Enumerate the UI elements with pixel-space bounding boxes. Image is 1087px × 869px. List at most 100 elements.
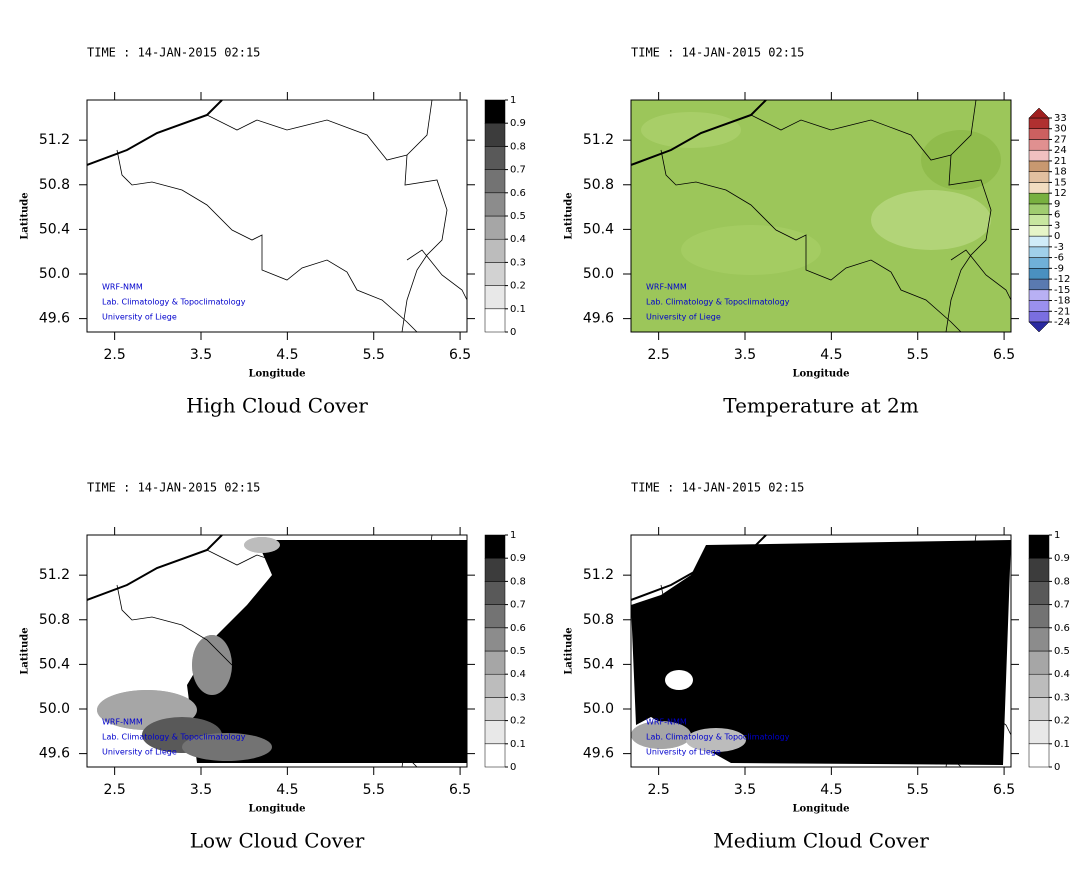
colorbar-label: 1 — [1054, 530, 1060, 541]
colorbar-box — [1028, 128, 1050, 140]
x-tick-label: 3.5 — [190, 347, 212, 363]
colorbar-label: 0 — [510, 327, 516, 338]
colorbar-box — [1028, 604, 1050, 629]
colorbar-label: 0 — [1054, 231, 1060, 242]
y-axis-label: Latitude — [564, 192, 575, 239]
field-patch — [665, 670, 693, 690]
x-tick-label: 6.5 — [993, 347, 1015, 363]
colorbar-box — [484, 743, 506, 768]
x-tick-label: 4.5 — [276, 347, 298, 363]
plot-frame — [86, 534, 468, 768]
colorbar-label: -3 — [1054, 242, 1064, 253]
x-tick-label: 2.5 — [648, 782, 670, 798]
y-axis-label: Latitude — [564, 627, 575, 674]
colorbar-box — [1028, 268, 1050, 280]
colorbar-label: 0.6 — [1054, 623, 1070, 634]
plot-frame — [86, 99, 468, 333]
colorbar-box — [1028, 182, 1050, 194]
x-tick-label: 3.5 — [734, 782, 756, 798]
colorbar-label: 9 — [1054, 199, 1060, 210]
credit: Lab. Climatology & Topoclimatology — [102, 733, 246, 742]
map-field — [87, 100, 467, 332]
colorbar-label: 1 — [510, 95, 516, 106]
colorbar-box — [1028, 257, 1050, 269]
x-tick-label: 5.5 — [363, 782, 385, 798]
border — [206, 535, 433, 596]
colorbar-label: 3 — [1054, 220, 1060, 231]
colorbar-label: -9 — [1054, 263, 1064, 274]
credit: Lab. Climatology & Topoclimatology — [102, 298, 246, 307]
x-tick-label: 2.5 — [648, 347, 670, 363]
colorbar-box — [484, 673, 506, 698]
y-tick-label: 50.0 — [39, 701, 70, 717]
colorbar-label: 15 — [1054, 177, 1067, 188]
border — [945, 589, 992, 767]
x-axis-label: Longitude — [792, 804, 849, 815]
y-tick-label: 50.8 — [39, 177, 70, 193]
colorbar-label: 0.6 — [510, 188, 526, 199]
colorbar-box — [1028, 311, 1050, 323]
colorbar-label: 0.8 — [510, 141, 526, 152]
x-axis-label: Longitude — [792, 369, 849, 380]
y-tick-label: 49.6 — [39, 311, 70, 327]
colorbar-box — [1028, 581, 1050, 605]
colorbar-box — [484, 581, 506, 605]
colorbar-label: -24 — [1054, 317, 1070, 328]
panel-title: High Cloud Cover — [186, 394, 368, 418]
colorbar-label: 0.6 — [510, 623, 526, 634]
x-tick-label: 3.5 — [190, 782, 212, 798]
y-tick-label: 50.4 — [583, 656, 614, 672]
colorbar-label: 0.2 — [510, 716, 526, 727]
x-tick-label: 4.5 — [820, 347, 842, 363]
field-shade — [631, 540, 1011, 765]
colorbar-box — [484, 146, 506, 170]
map-field — [631, 100, 1011, 332]
x-tick-label: 6.5 — [993, 782, 1015, 798]
y-tick-label: 50.8 — [583, 612, 614, 628]
colorbar-label: 33 — [1054, 113, 1067, 124]
map-panel: TIME : 14-JAN-2015 02:15 Medium Cloud Cov… — [564, 481, 1070, 853]
border — [945, 154, 992, 332]
colorbar-label: -15 — [1054, 285, 1070, 296]
y-tick-label: 51.2 — [583, 567, 614, 583]
border — [116, 149, 418, 332]
map-field — [87, 535, 467, 767]
colorbar-label: -6 — [1054, 253, 1064, 264]
colorbar-box — [484, 308, 506, 333]
colorbar-box — [1028, 720, 1050, 745]
map-panel: TIME : 14-JAN-2015 02:15 Low Cloud Cover L… — [20, 481, 526, 853]
colorbar-label: 1 — [510, 530, 516, 541]
x-tick-label: 5.5 — [907, 782, 929, 798]
y-tick-label: 49.6 — [583, 311, 614, 327]
x-axis-label: Longitude — [248, 369, 305, 380]
colorbar-box — [1028, 673, 1050, 698]
field-patch — [681, 225, 821, 275]
colorbar-box — [484, 285, 506, 310]
x-tick-label: 6.5 — [449, 347, 471, 363]
y-tick-label: 50.0 — [583, 701, 614, 717]
y-tick-label: 50.4 — [583, 221, 614, 237]
colorbar-box — [484, 262, 506, 286]
colorbar-box — [484, 604, 506, 629]
border — [660, 149, 962, 332]
colorbar-label: 6 — [1054, 210, 1060, 221]
field-patch — [921, 130, 1001, 190]
credit: University of Liege — [646, 748, 721, 757]
y-tick-label: 50.0 — [39, 266, 70, 282]
coastline — [87, 535, 223, 601]
colorbar-label: -21 — [1054, 306, 1070, 317]
colorbar-over — [1028, 107, 1050, 119]
field-patch — [641, 112, 741, 148]
colorbar-label: 0.5 — [510, 646, 526, 657]
plot-frame — [630, 534, 1012, 768]
x-axis-label: Longitude — [248, 804, 305, 815]
colorbar-label: 0.2 — [1054, 716, 1070, 727]
colorbar-box — [484, 238, 506, 263]
x-tick-label: 4.5 — [276, 782, 298, 798]
panel-title: Medium Cloud Cover — [713, 829, 929, 853]
y-tick-label: 49.6 — [583, 746, 614, 762]
field-patch — [631, 721, 691, 749]
time-label: TIME : 14-JAN-2015 02:15 — [87, 46, 260, 60]
colorbar-box — [1028, 557, 1050, 582]
border — [401, 589, 448, 767]
